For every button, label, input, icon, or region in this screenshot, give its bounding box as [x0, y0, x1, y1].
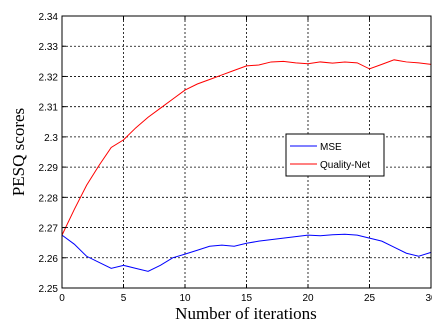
y-tick-label: 2.26: [39, 254, 59, 265]
y-axis-title: PESQ scores: [9, 108, 28, 196]
x-tick-label: 5: [121, 293, 127, 304]
y-tick-label: 2.29: [39, 163, 59, 174]
x-tick-label: 30: [425, 293, 432, 304]
series-line-quality-net: [61, 59, 432, 236]
y-tick-label: 2.27: [39, 224, 59, 235]
x-tick-label: 25: [364, 293, 376, 304]
series-lines: [61, 59, 432, 272]
y-tick-label: 2.28: [39, 193, 59, 204]
y-tick-label: 2.33: [39, 42, 59, 53]
y-tick-label: 2.32: [39, 72, 59, 83]
x-tick-label: 10: [179, 293, 191, 304]
y-tick-label: 2.3: [44, 133, 58, 144]
tick-labels: 0 5 10 15 20 25 30 2.25 2.26 2.27 2.28 2.29 2.3 2.31 2…: [39, 12, 432, 304]
x-tick-label: 20: [302, 293, 314, 304]
legend-label-mse: MSE: [320, 142, 342, 153]
series-line-mse: [61, 233, 432, 272]
y-tick-label: 2.25: [39, 284, 59, 295]
legend-box: [285, 133, 385, 177]
x-axis-title: Number of iterations: [175, 304, 317, 323]
y-tick-label: 2.31: [39, 103, 59, 114]
x-tick-label: 15: [241, 293, 253, 304]
axis-ticks: [61, 15, 432, 289]
legend: MSE Quality-Net: [285, 133, 385, 177]
legend-label-quality-net: Quality-Net: [320, 160, 370, 171]
x-tick-label: 0: [59, 293, 65, 304]
y-tick-label: 2.34: [39, 12, 59, 23]
